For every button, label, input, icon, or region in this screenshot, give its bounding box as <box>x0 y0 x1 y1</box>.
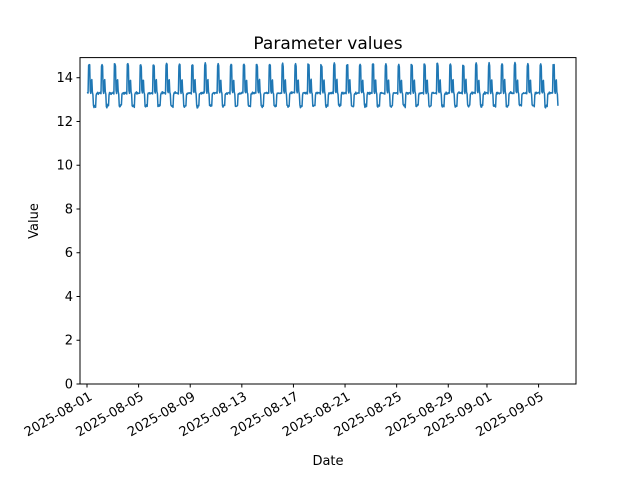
plot-area <box>80 57 576 384</box>
y-axis-label: Value <box>27 203 42 239</box>
y-tick-label: 4 <box>65 290 73 305</box>
data-series-line <box>86 61 559 109</box>
y-axis-ticks: 0 2 4 6 8 10 12 14 <box>56 71 80 393</box>
y-tick-label: 14 <box>56 71 73 86</box>
x-axis-label: Date <box>312 454 343 469</box>
y-tick-label: 2 <box>65 334 73 349</box>
chart-title: Parameter values <box>253 34 402 54</box>
y-tick-label: 12 <box>56 115 73 130</box>
y-tick-label: 6 <box>65 246 73 261</box>
x-axis-ticks: 2025-08-012025-08-052025-08-092025-08-13… <box>22 384 547 440</box>
plot-border <box>79 57 577 385</box>
y-tick-label: 10 <box>56 159 73 174</box>
y-tick-label: 0 <box>65 378 73 393</box>
y-tick-label: 8 <box>65 202 73 217</box>
series-polyline <box>86 61 559 109</box>
